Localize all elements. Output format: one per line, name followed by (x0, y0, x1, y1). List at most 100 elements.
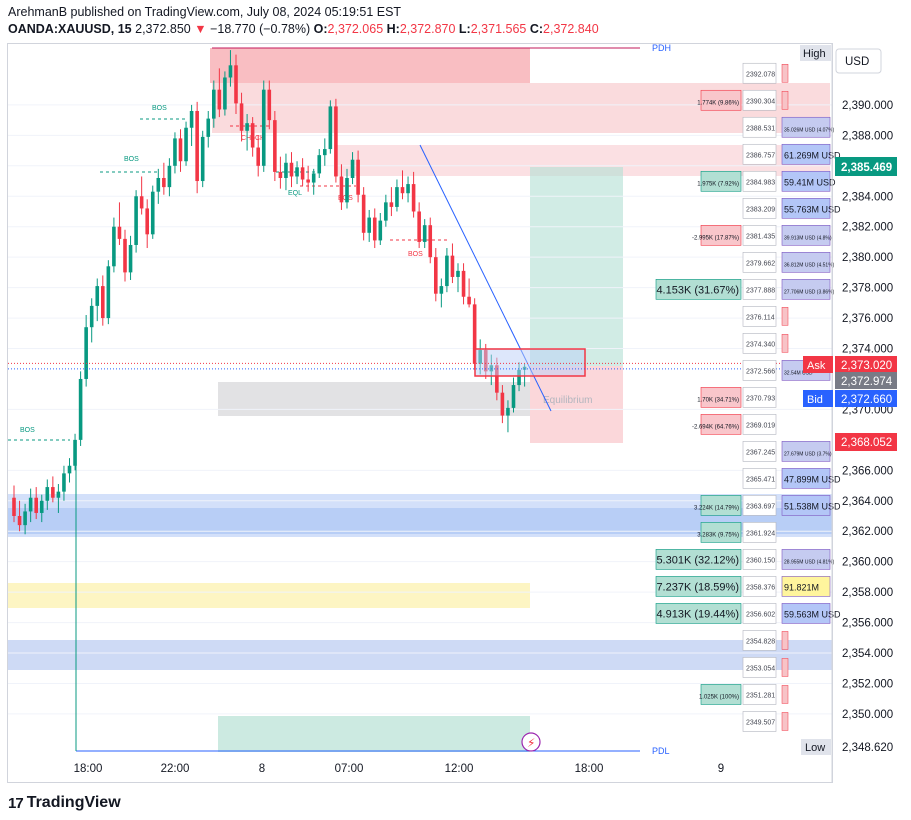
vp-price-cell (742, 170, 777, 192)
candle-body (406, 184, 410, 194)
candle-body (134, 196, 138, 245)
candle-body (145, 208, 149, 235)
vp-delta: 1.975K (7.92%) (697, 181, 739, 187)
vp-price-cell (742, 657, 777, 678)
vp-volume-cell (781, 576, 831, 597)
candle-body (39, 500, 44, 513)
vp-volume: 35.026M USD (4.07%) (784, 127, 835, 133)
vp-delta: 4.153K (31.67%) (656, 284, 739, 296)
candle-body (511, 385, 516, 408)
candle-body (162, 177, 166, 188)
candle-body (450, 255, 455, 277)
candle-body (56, 491, 61, 498)
candle-body (89, 305, 94, 328)
change: −18.770 (−0.78%) (210, 22, 311, 36)
x-tick-label: 18:00 (575, 763, 604, 775)
y-tick-label: 2,360.000 (842, 557, 893, 569)
candle-body (434, 257, 438, 294)
vp-delta-cell (700, 684, 742, 705)
structure-label: BOS (20, 427, 35, 434)
vp-volume-bar (781, 64, 789, 83)
candle-body (361, 194, 366, 233)
price-chart[interactable]: PDHPDLBOSBOSCHoCHEQLBOSBOSBOSEquilibrium… (0, 0, 911, 790)
candle-body (278, 171, 283, 178)
vp-volume: 36.812M USD (4.51%) (784, 262, 835, 268)
order-block-box (474, 348, 586, 377)
vp-price: 2372.566 (746, 368, 775, 375)
vp-price-cell (742, 252, 777, 273)
y-tick-label: 2,366.000 (842, 465, 893, 477)
tradingview-logo-icon: 17 (8, 794, 24, 812)
candle-body (34, 497, 38, 513)
blue-zone-low (8, 640, 832, 670)
vp-price: 2374.340 (746, 341, 775, 348)
vp-volume: 91.821M (784, 582, 819, 592)
vp-delta-cell (700, 414, 742, 435)
y-tick-label: 2,362.000 (842, 526, 893, 538)
vp-price: 2369.019 (746, 422, 775, 429)
vp-price-cell (742, 89, 777, 111)
vp-delta-cell (700, 495, 742, 516)
candle-body (217, 89, 222, 110)
vp-price-cell (742, 576, 777, 597)
y-tick-label: 2,370.000 (842, 404, 893, 416)
vp-delta: 1.70K (34.71%) (697, 397, 739, 403)
vp-volume: 55.763M USD (784, 204, 841, 214)
close-label: C: (529, 22, 544, 36)
y-tick-label: 2,380.000 (842, 252, 893, 264)
ask-tag (803, 356, 833, 373)
vp-price-cell (742, 603, 777, 624)
candle-body (284, 162, 288, 178)
y-tick-label: 2,356.000 (842, 618, 893, 630)
candle-body (445, 255, 449, 287)
open-value: 2,372.065 (327, 22, 384, 36)
x-tick-label: 9 (718, 763, 724, 775)
red-price-box (835, 433, 897, 451)
supply-zone-top (210, 48, 530, 83)
candle-body (378, 220, 383, 241)
candle-body (289, 162, 294, 177)
candle-body (467, 296, 471, 305)
candle-body (128, 244, 133, 273)
vp-delta: 1.774K (9.86%) (697, 100, 739, 106)
vp-volume: 59.563M USD (784, 609, 841, 619)
y-tick-label: 2,384.000 (842, 191, 893, 203)
candle-body (206, 118, 211, 137)
y-tick-label: 2,354.000 (842, 648, 893, 660)
vp-price: 2392.078 (746, 71, 775, 78)
vp-price-cell (742, 225, 777, 246)
high-tag-label: High (803, 48, 826, 60)
vp-delta: 3.283K (9.75%) (697, 532, 739, 538)
vp-delta-cell (700, 170, 742, 192)
vp-price: 2379.662 (746, 260, 775, 267)
bid-tag-label: Bid (807, 394, 823, 406)
last-price: 2,372.974 (841, 376, 893, 388)
footer-brand: 17 TradingView (8, 794, 121, 812)
candle-body (395, 187, 399, 207)
vp-price-cell (742, 279, 777, 300)
bid-tag (803, 390, 833, 407)
vp-delta-cell (700, 225, 742, 246)
vp-price: 2361.924 (746, 530, 775, 537)
candle-body (223, 77, 227, 110)
x-tick-label: 18:00 (74, 763, 103, 775)
candle-body (339, 176, 344, 203)
vp-volume-bar (781, 307, 789, 326)
candle-body (439, 286, 444, 294)
yellow-zone (8, 583, 530, 608)
currency-box (835, 48, 882, 74)
vp-price-cell (742, 414, 777, 435)
candle-body (461, 270, 466, 297)
candle-body (334, 106, 338, 177)
vp-delta: 1.025K (100%) (699, 694, 739, 700)
candle-body (428, 225, 433, 258)
vp-volume: 47.899M USD (784, 474, 841, 484)
vp-volume-cell (781, 116, 831, 138)
vp-price: 2381.435 (746, 233, 775, 240)
vp-price-cell (742, 549, 777, 570)
candle-body (84, 327, 88, 379)
candle-body (517, 369, 521, 386)
candle-body (400, 187, 405, 194)
vp-volume-bar (781, 712, 789, 731)
candle-body (23, 511, 27, 526)
